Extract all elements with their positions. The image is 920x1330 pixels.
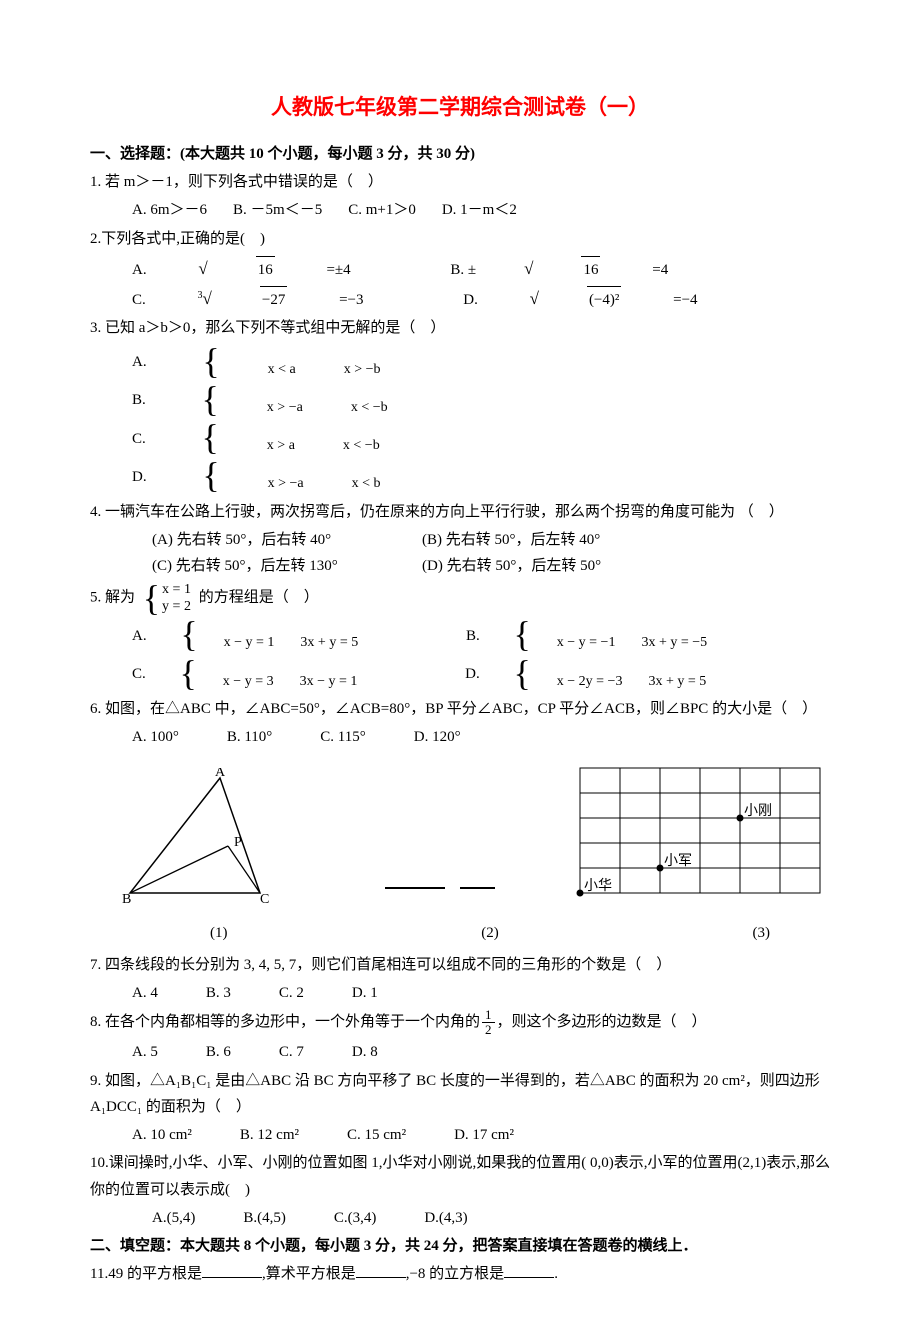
question-8-options: A. 5B. 6C. 7D. 8 (132, 1039, 830, 1065)
question-9: 9. 如图，△A₁B₁C₁ 是由△ABC 沿 BC 方向平移了 BC 长度的一半… (90, 1068, 830, 1121)
question-9-options: A. 10 cm²B. 12 cm²C. 15 cm²D. 17 cm² (132, 1122, 830, 1148)
question-6: 6. 如图，在△ABC 中，∠ABC=50°，∠ACB=80°，BP 平分∠AB… (90, 696, 830, 722)
question-1: 1. 若 m＞－1，则下列各式中错误的是（ ） (90, 169, 830, 195)
question-4-options: (A) 先右转 50°，后右转 40°(B) 先右转 50°，后左转 40° (… (152, 527, 830, 580)
svg-text:小华: 小华 (584, 878, 612, 894)
page-title: 人教版七年级第二学期综合测试卷（一） (90, 90, 830, 127)
figure-2-lines (380, 878, 500, 917)
question-7-options: A. 4B. 3C. 2D. 1 (132, 980, 830, 1006)
question-6-options: A. 100°B. 110°C. 115°D. 120° (132, 724, 830, 750)
question-8: 8. 在各个内角都相等的多边形中，一个外角等于一个内角的12，则这个多边形的边数… (90, 1008, 830, 1037)
section-1-header: 一、选择题：(本大题共 10 个小题，每小题 3 分，共 30 分) (90, 141, 830, 167)
question-4: 4. 一辆汽车在公路上行驶，两次拐弯后，仍在原来的方向上平行行驶，那么两个拐弯的… (90, 499, 830, 525)
svg-text:小刚: 小刚 (744, 803, 772, 819)
question-5-options: A. {x − y = 13x + y = 5 B. {x − y = −13x… (132, 617, 830, 694)
question-5: 5. 解为 {x = 1y = 2 的方程组是（ ） (90, 581, 830, 615)
figures-row: A B C P (110, 758, 830, 917)
question-3: 3. 已知 a＞b＞0，那么下列不等式组中无解的是（ ） (90, 315, 830, 341)
question-7: 7. 四条线段的长分别为 3, 4, 5, 7，则它们首尾相连可以组成不同的三角… (90, 952, 830, 978)
svg-text:小军: 小军 (664, 853, 692, 869)
figure-3-grid: 小华 小军 小刚 (570, 758, 830, 917)
question-11: 11.49 的平方根是,算术平方根是,−8 的立方根是. (90, 1261, 830, 1287)
question-10: 10.课间操时,小华、小军、小刚的位置如图 1,小华对小刚说,如果我的位置用( … (90, 1150, 830, 1203)
section-2-header: 二、填空题：本大题共 8 个小题，每小题 3 分，共 24 分，把答案直接填在答… (90, 1233, 830, 1259)
svg-text:A: A (215, 768, 226, 780)
svg-text:C: C (260, 892, 269, 907)
figure-1-triangle: A B C P (110, 768, 310, 917)
question-2: 2.下列各式中,正确的是( ) (90, 226, 830, 252)
svg-text:P: P (234, 835, 242, 850)
question-2-options: A. √16 =±4 B. ±√16 =4 C. 3√−27 =−3 D. √(… (132, 254, 830, 314)
question-1-options: A. 6m＞－6B. －5m＜－5C. m+1＞0D. 1－m＜2 (132, 197, 830, 223)
question-10-options: A.(5,4)B.(4,5)C.(3,4)D.(4,3) (152, 1205, 830, 1231)
svg-text:B: B (122, 892, 131, 907)
figure-labels: (1)(2)(3) (210, 920, 770, 946)
question-3-options: A. {x < ax > −b B. {x > −ax < −b C. {x >… (132, 344, 830, 497)
